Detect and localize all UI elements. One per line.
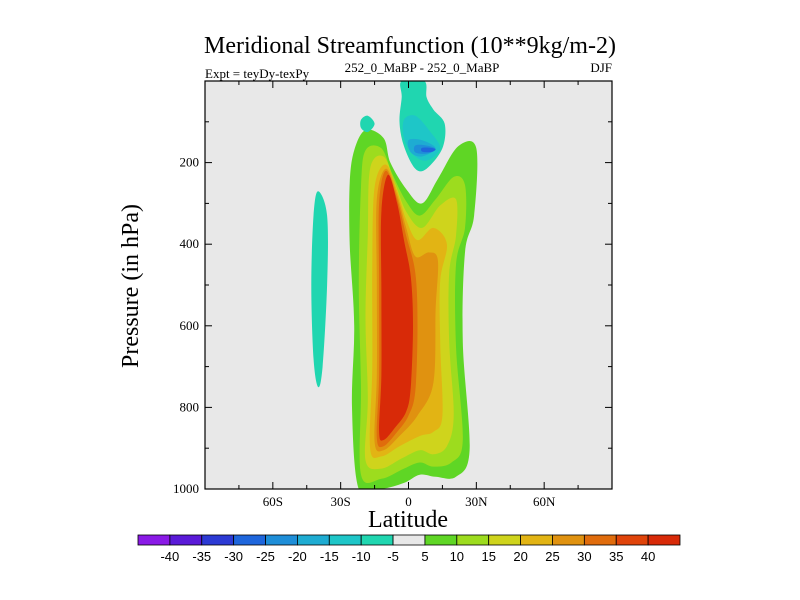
colorbar-box [424,534,458,546]
colorbar-box [233,534,266,546]
colorbar-box [328,534,362,546]
colorbar-box [392,534,426,546]
colorbar-label: -5 [387,549,399,564]
y-tick-label: 200 [180,155,200,170]
colorbar-label: -10 [352,549,371,564]
colorbar-box [265,534,298,546]
x-tick-label: 60N [533,494,556,509]
x-tick-label: 60S [263,494,283,509]
y-axis-label: Pressure (in hPa) [118,204,144,368]
colorbar-box [137,534,171,546]
colorbar-box [647,534,681,546]
colorbar-box [456,534,490,546]
x-axis-label: Latitude [368,507,448,533]
tick-layer: 60S 30S 0 30N 60N 200 400 600 800 1000 [173,81,612,509]
colorbar-label: 30 [577,549,591,564]
contour-layer [311,81,478,489]
chart-title: Meridional Streamfunction (10**9kg/m-2) [204,33,616,59]
colorbar-label: 35 [609,549,623,564]
subtitle-right: DJF [590,60,612,75]
contour-sh-pos-40 [379,174,413,441]
subtitle-left: Expt = teyDy-texPy [205,66,310,81]
colorbar-box [520,534,553,546]
colorbar-box [552,534,585,546]
colorbar-box [615,534,649,546]
colorbar-label: -15 [320,549,339,564]
colorbar: -40 -35 -30 -25 -20 -15 -10 -5 5 10 15 20 25 30 35 40 [137,534,681,564]
colorbar-label: -20 [288,549,307,564]
colorbar-box [169,534,203,546]
colorbar-box [583,534,617,546]
x-tick-label: 30N [465,494,488,509]
colorbar-label: 15 [481,549,495,564]
colorbar-label: -35 [192,549,211,564]
colorbar-label: 5 [421,549,428,564]
subtitle-center: 252_0_MaBP - 252_0_MaBP [345,60,500,75]
y-tick-label: 800 [180,399,200,414]
colorbar-label: -30 [224,549,243,564]
colorbar-box [360,534,394,546]
colorbar-label: -25 [256,549,275,564]
y-tick-label: 600 [180,318,200,333]
colorbar-box [297,534,330,546]
contour-sh-neg-b [311,191,328,388]
y-tick-label: 1000 [173,481,199,496]
x-tick-label: 0 [405,494,412,509]
colorbar-label: -40 [160,549,179,564]
colorbar-box [201,534,235,546]
contour-sh-neg-a [360,115,375,133]
colorbar-box [488,534,521,546]
colorbar-label: 25 [545,549,559,564]
colorbar-label: 40 [641,549,655,564]
colorbar-label: 20 [513,549,527,564]
contour-nh-neg-25 [420,147,436,153]
colorbar-label: 10 [450,549,464,564]
y-tick-label: 400 [180,236,200,251]
x-tick-label: 30S [331,494,351,509]
